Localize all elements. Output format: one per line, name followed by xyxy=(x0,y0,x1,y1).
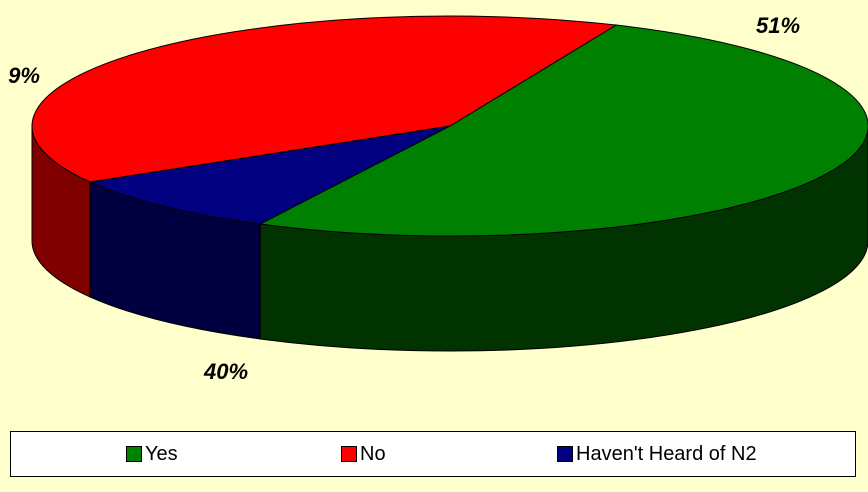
pie-labels: 51% 40% 9% xyxy=(8,13,800,384)
legend-swatch-havent-heard xyxy=(557,446,573,462)
data-label-havent-heard: 9% xyxy=(8,63,40,88)
legend-item-no: No xyxy=(341,442,386,466)
data-label-yes: 51% xyxy=(756,13,800,38)
legend-swatch-yes xyxy=(126,446,142,462)
pie-slice-no xyxy=(31,15,618,183)
legend-label-no: No xyxy=(360,442,386,465)
pie-tops xyxy=(31,15,868,237)
pie-slice-haven-t-heard-of-n2 xyxy=(88,125,451,225)
legend: Yes No Haven't Heard of N2 xyxy=(10,431,856,477)
pie-chart-svg: 51% 40% 9% xyxy=(8,13,868,384)
data-label-no: 40% xyxy=(203,359,248,384)
legend-swatch-no xyxy=(341,446,357,462)
legend-label-havent-heard: Haven't Heard of N2 xyxy=(576,442,757,465)
legend-label-yes: Yes xyxy=(145,442,178,465)
legend-item-yes: Yes xyxy=(126,442,178,466)
pie-slice-yes xyxy=(258,24,868,237)
legend-item-havent-heard: Haven't Heard of N2 xyxy=(557,442,757,466)
pie-sides xyxy=(31,125,868,352)
pie-chart: 51% 40% 9% xyxy=(8,13,868,384)
